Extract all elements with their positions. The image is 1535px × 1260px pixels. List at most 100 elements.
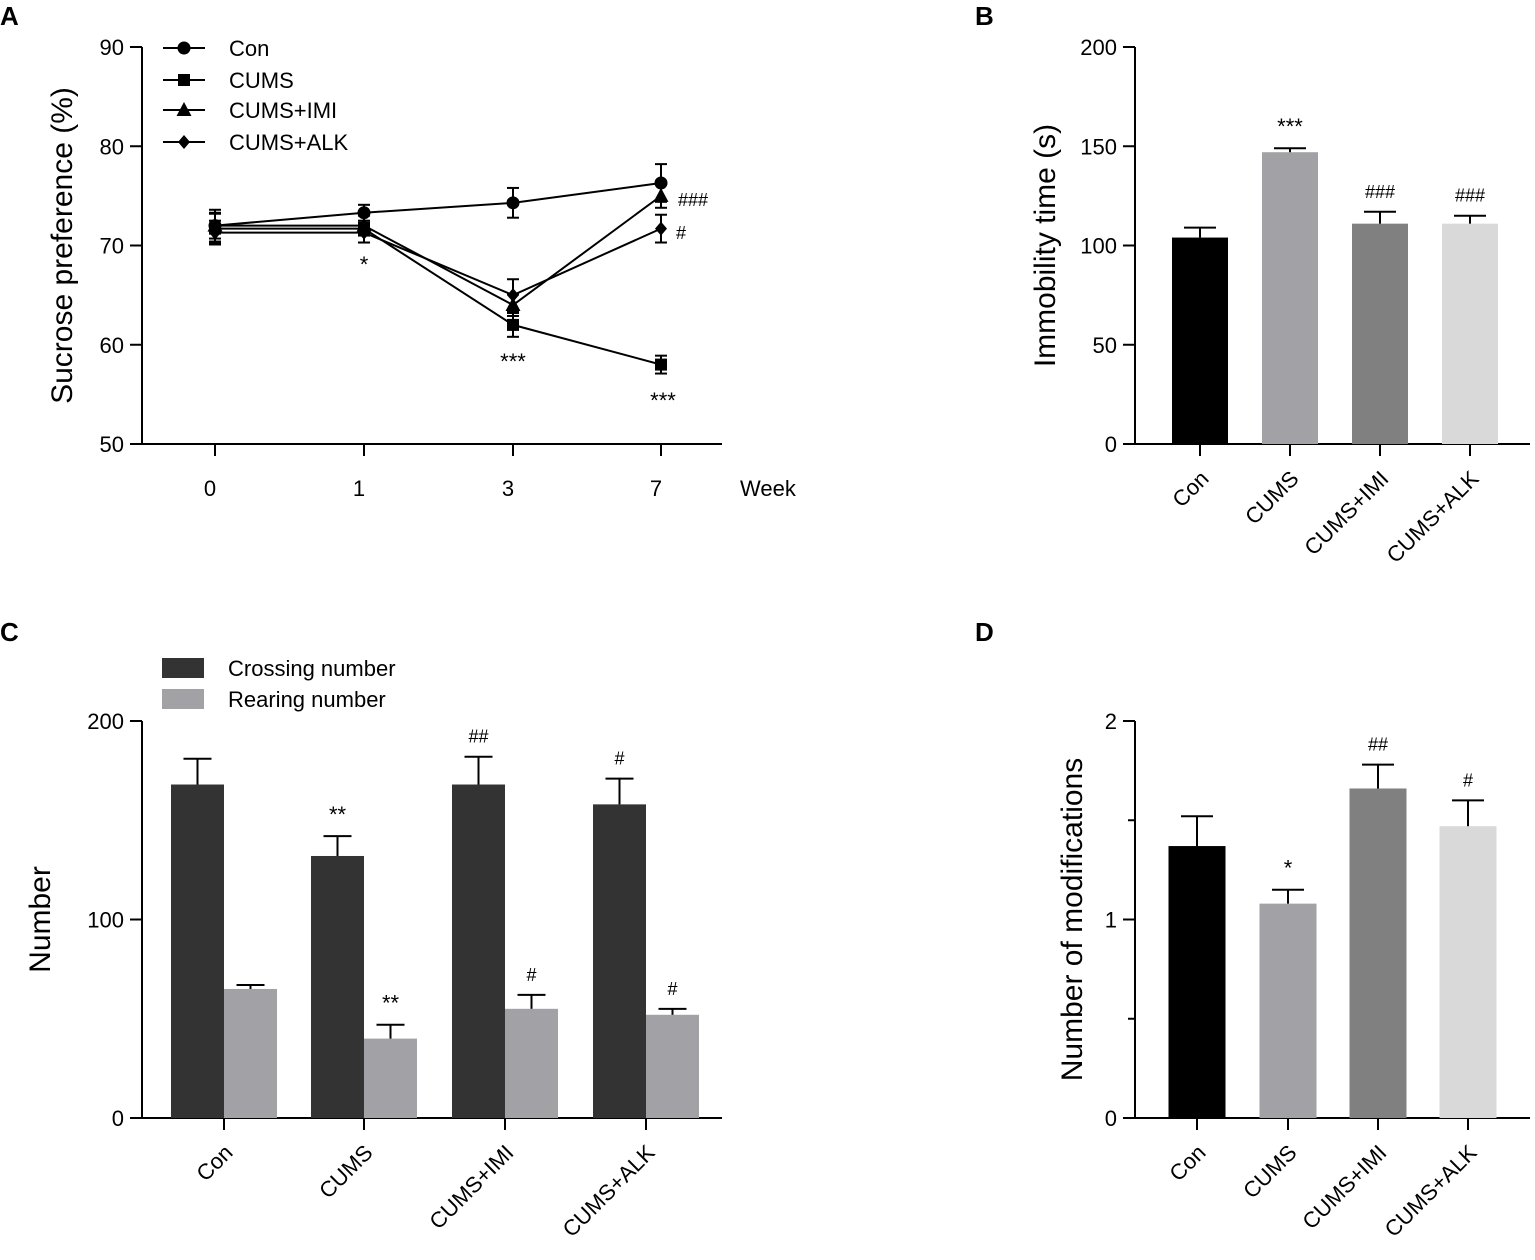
panel-d-significance: ## <box>1368 735 1388 755</box>
panel-c-significance: ** <box>382 991 400 1016</box>
panel-d: D 0 1 2 Number of modifications Con CUMS * CUMS+… <box>975 617 1530 1242</box>
panel-c-bar-crossing-number-cums-alk <box>593 804 646 1118</box>
panel-a-x-tick-label: 7 <box>650 476 662 501</box>
panel-a-series-cums <box>209 212 667 375</box>
panel-c-bar-crossing-number-cums <box>311 855 364 1118</box>
panel-c-x-tick-label-cums: CUMS <box>314 1140 377 1203</box>
panel-b-bar-cums-imi <box>1352 223 1408 444</box>
panel-a-y-tick-label: 80 <box>100 134 124 159</box>
panel-c-bar-crossing-number-cums-imi <box>452 784 505 1118</box>
panel-b: B 0 50 100 150 200 Immobility time (s) Con CUMS *… <box>975 1 1530 568</box>
panel-b-significance: ### <box>1455 186 1485 206</box>
panel-d-significance: * <box>1284 856 1293 881</box>
panel-d-significance: # <box>1463 770 1473 790</box>
panel-a-series-cums-imi <box>207 182 669 317</box>
panel-d-bar-cums <box>1259 903 1317 1118</box>
panel-b-bar-cums <box>1262 152 1318 444</box>
panel-b-x-tick-label-con: Con <box>1167 466 1213 512</box>
panel-b-x-tick-label-cums-imi: CUMS+IMI <box>1299 466 1393 560</box>
panel-b-x-tick-label-cums: CUMS <box>1240 466 1303 529</box>
panel-a-legend-marker <box>176 102 192 116</box>
panel-a-legend-label: CUMS <box>229 68 294 93</box>
panel-c-significance: # <box>667 979 677 999</box>
panel-c-legend-label: Rearing number <box>228 687 386 712</box>
panel-b-y-tick-label: 0 <box>1105 432 1117 457</box>
panel-a-x-tick-label: 3 <box>502 476 514 501</box>
panel-c-significance: # <box>526 965 536 985</box>
panel-a-legend-marker <box>178 74 190 86</box>
panel-a-significance: # <box>676 223 686 243</box>
panel-c-bar-crossing-number-con <box>171 784 224 1118</box>
panel-c-y-tick-label: 200 <box>87 709 124 734</box>
panel-a-legend-label: CUMS+IMI <box>229 98 337 123</box>
panel-c-bar-rearing-number-cums <box>364 1038 417 1118</box>
panel-d-y-axis-title: Number of modifications <box>1056 758 1089 1081</box>
panel-a-data-point <box>507 288 519 303</box>
panel-c-bar-rearing-number-cums-alk <box>646 1014 699 1118</box>
panel-a-series-line <box>215 195 662 307</box>
panel-d-letter: D <box>975 617 994 647</box>
panel-b-bar-con <box>1172 237 1228 444</box>
panel-a-data-point <box>655 358 667 371</box>
panel-a-x-tick-label: 0 <box>204 476 216 501</box>
panel-a-significance: *** <box>650 388 676 413</box>
panel-a-series-cums-alk <box>209 213 667 313</box>
panel-a-y-tick-label: 60 <box>100 333 124 358</box>
panel-c-x-tick-label-con: Con <box>191 1140 237 1186</box>
panel-d-x-tick-label-cums-imi: CUMS+IMI <box>1297 1140 1391 1234</box>
panel-b-y-axis-title: Immobility time (s) <box>1029 124 1062 367</box>
panel-c-significance: ** <box>329 802 347 827</box>
panel-a-data-point <box>358 225 370 240</box>
panel-c-y-axis-title: Number <box>24 866 57 973</box>
panel-a-y-axis-title: Sucrose preference (%) <box>46 87 79 404</box>
panel-a-data-point <box>507 318 519 331</box>
panel-b-letter: B <box>975 1 994 31</box>
panel-c-significance: # <box>614 749 624 769</box>
panel-d-x-tick-label-con: Con <box>1164 1140 1210 1186</box>
panel-d-y-tick-label: 2 <box>1105 709 1117 734</box>
panel-a-legend-marker <box>177 41 191 55</box>
panel-c-bar-rearing-number-con <box>224 988 277 1118</box>
panel-c-significance: ## <box>468 727 488 747</box>
panel-d-x-tick-label-cums-alk: CUMS+ALK <box>1380 1140 1482 1242</box>
panel-a-x-tick-label: 1 <box>353 476 365 501</box>
panel-b-y-tick-label: 200 <box>1080 35 1117 60</box>
panel-a-significance: ### <box>678 190 708 210</box>
panel-c-letter: C <box>0 617 19 647</box>
panel-a-legend-label: CUMS+ALK <box>229 130 349 155</box>
panel-b-significance: ### <box>1365 182 1395 202</box>
panel-a-data-point <box>655 221 667 236</box>
panel-c-y-tick-label: 0 <box>112 1106 124 1131</box>
panel-a-y-tick-label: 90 <box>100 35 124 60</box>
panel-d-bar-cums-imi <box>1349 788 1407 1118</box>
panel-c-x-tick-label-cums-alk: CUMS+ALK <box>558 1140 660 1242</box>
panel-c-legend-swatch-rearing-number <box>162 689 204 709</box>
panel-a-legend-label: Con <box>229 36 269 61</box>
panel-b-x-tick-label-cums-alk: CUMS+ALK <box>1382 466 1484 568</box>
panel-c-legend-label: Crossing number <box>228 656 396 681</box>
panel-c-legend-swatch-crossing-number <box>162 658 204 678</box>
panel-b-y-tick-label: 100 <box>1080 234 1117 259</box>
panel-b-bar-cums-alk <box>1442 223 1498 444</box>
panel-a-y-tick-label: 50 <box>100 432 124 457</box>
panel-c-bar-rearing-number-cums-imi <box>505 1008 558 1118</box>
panel-b-y-tick-label: 150 <box>1080 134 1117 159</box>
panel-a-significance: * <box>360 252 369 277</box>
panel-b-significance: *** <box>1277 114 1303 139</box>
panel-d-x-tick-label-cums: CUMS <box>1238 1140 1301 1203</box>
panel-a-x-axis-title: Week <box>740 476 797 501</box>
panel-a-series-line <box>215 227 662 297</box>
panel-a-data-point <box>209 225 221 240</box>
panel-a: A 50 60 70 80 90 Sucrose preference (%) 0 1 3 7 Wee… <box>0 1 797 501</box>
panel-b-y-tick-label: 50 <box>1093 333 1117 358</box>
panel-c-x-tick-label-cums-imi: CUMS+IMI <box>424 1140 518 1234</box>
panel-a-series-con <box>208 163 668 243</box>
panel-c-y-tick-label: 100 <box>87 908 124 933</box>
panel-d-y-tick-label: 1 <box>1105 908 1117 933</box>
panel-a-letter: A <box>0 1 19 31</box>
panel-a-y-tick-label: 70 <box>100 234 124 259</box>
panel-a-data-point <box>653 187 669 202</box>
panel-c: C0100200NumberCon****CUMS###CUMS+IMI##CU… <box>0 617 722 1242</box>
panel-d-bar-cums-alk <box>1439 826 1497 1118</box>
